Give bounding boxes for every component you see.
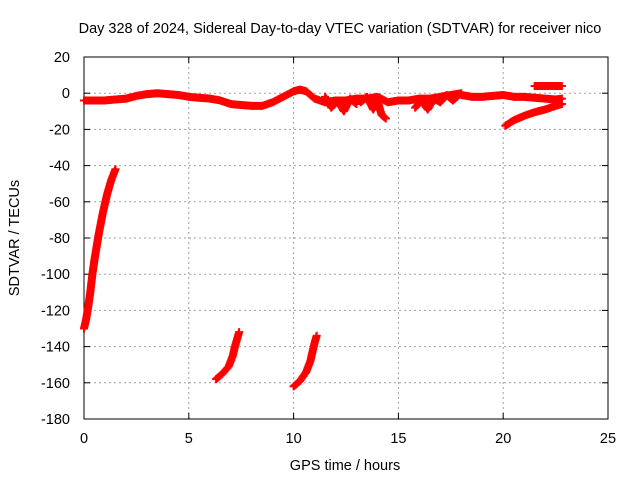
y-tick-label: -80 (49, 231, 70, 247)
x-tick-label: 0 (80, 431, 88, 447)
data-trace (449, 93, 461, 104)
y-tick-label: 0 (62, 86, 70, 102)
data-trace (219, 363, 232, 377)
data-trace (303, 88, 318, 102)
x-tick-label: 10 (286, 431, 302, 447)
data-trace (107, 172, 117, 183)
y-tick-label: -120 (41, 303, 70, 319)
data-point (111, 165, 120, 174)
y-tick-label: -100 (41, 267, 70, 283)
x-tick-label: 15 (390, 431, 406, 447)
x-tick-label: 25 (600, 431, 616, 447)
x-tick-label: 5 (185, 431, 193, 447)
data-point (381, 114, 390, 123)
data-point (557, 81, 566, 90)
data-points (80, 81, 566, 391)
series-spike-cluster-c (411, 91, 462, 114)
y-tick-label: -40 (49, 159, 70, 175)
series-upper-segment (530, 81, 566, 90)
series-segment-10h (289, 331, 321, 391)
data-point (352, 100, 361, 109)
series-late-band (457, 91, 566, 104)
series-falling-start (80, 165, 120, 333)
data-trace (378, 111, 389, 122)
y-tick-label: -140 (41, 340, 70, 356)
axis-ticks (83, 56, 609, 420)
data-trace (109, 166, 119, 178)
y-tick-labels: -180 -160 -140 -120 -100 -80 -60 -40 -20 0 20 (41, 50, 70, 428)
y-tick-label: -180 (41, 412, 70, 428)
data-point (235, 328, 244, 337)
y-tick-label: 20 (54, 50, 70, 66)
x-tick-labels: 0 5 10 15 20 25 (80, 431, 616, 447)
series-rising-tail (501, 100, 566, 130)
x-tick-label: 20 (495, 431, 511, 447)
series-spike-cluster-b (356, 92, 390, 123)
series-segment-6h (212, 328, 244, 384)
y-tick-label: -20 (49, 122, 70, 138)
data-point (557, 100, 566, 109)
x-axis-label: GPS time / hours (290, 458, 400, 474)
chart-title: Day 328 of 2024, Sidereal Day-to-day VTE… (79, 21, 602, 37)
data-point (312, 331, 321, 340)
y-tick-label: -60 (49, 195, 70, 211)
y-tick-label: -160 (41, 376, 70, 392)
data-point (453, 92, 462, 101)
y-axis-label: SDTVAR / TECUs (7, 180, 23, 296)
series-spike-cluster-a (321, 92, 361, 116)
